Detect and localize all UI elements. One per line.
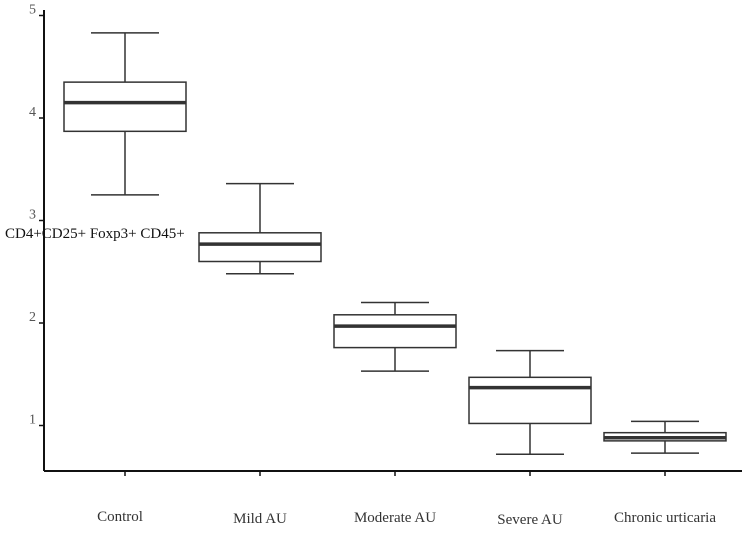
x-tick-label: Chronic urticaria (614, 510, 716, 526)
box-severe-au (468, 349, 592, 455)
y-tick-label: 5 (29, 3, 36, 18)
y-tick-label: 2 (29, 310, 36, 325)
x-tick-label: Moderate AU (354, 510, 436, 526)
axes (43, 10, 742, 472)
x-tick-label: Mild AU (233, 511, 287, 527)
box-chronic-urticaria (603, 420, 727, 454)
y-tick-label: 1 (29, 413, 36, 428)
boxes (63, 32, 727, 455)
box-moderate-au (333, 301, 457, 372)
box-control (63, 32, 187, 196)
box-mild-au (198, 182, 322, 275)
y-axis-label: CD4+CD25+ Foxp3+ CD45+ (5, 226, 185, 242)
interquartile-box (198, 232, 322, 263)
y-tick-label: 3 (29, 208, 36, 223)
x-tick-label: Severe AU (497, 512, 563, 528)
interquartile-box (333, 314, 457, 349)
interquartile-box (468, 376, 592, 425)
y-ticks: 1 2 3 4 5 (29, 3, 666, 476)
y-tick-label: 4 (29, 105, 36, 120)
interquartile-box (63, 81, 187, 133)
x-tick-label: Control (97, 509, 143, 525)
category-labels: Control Mild AU Moderate AU Severe AU Chroni… (97, 509, 716, 528)
